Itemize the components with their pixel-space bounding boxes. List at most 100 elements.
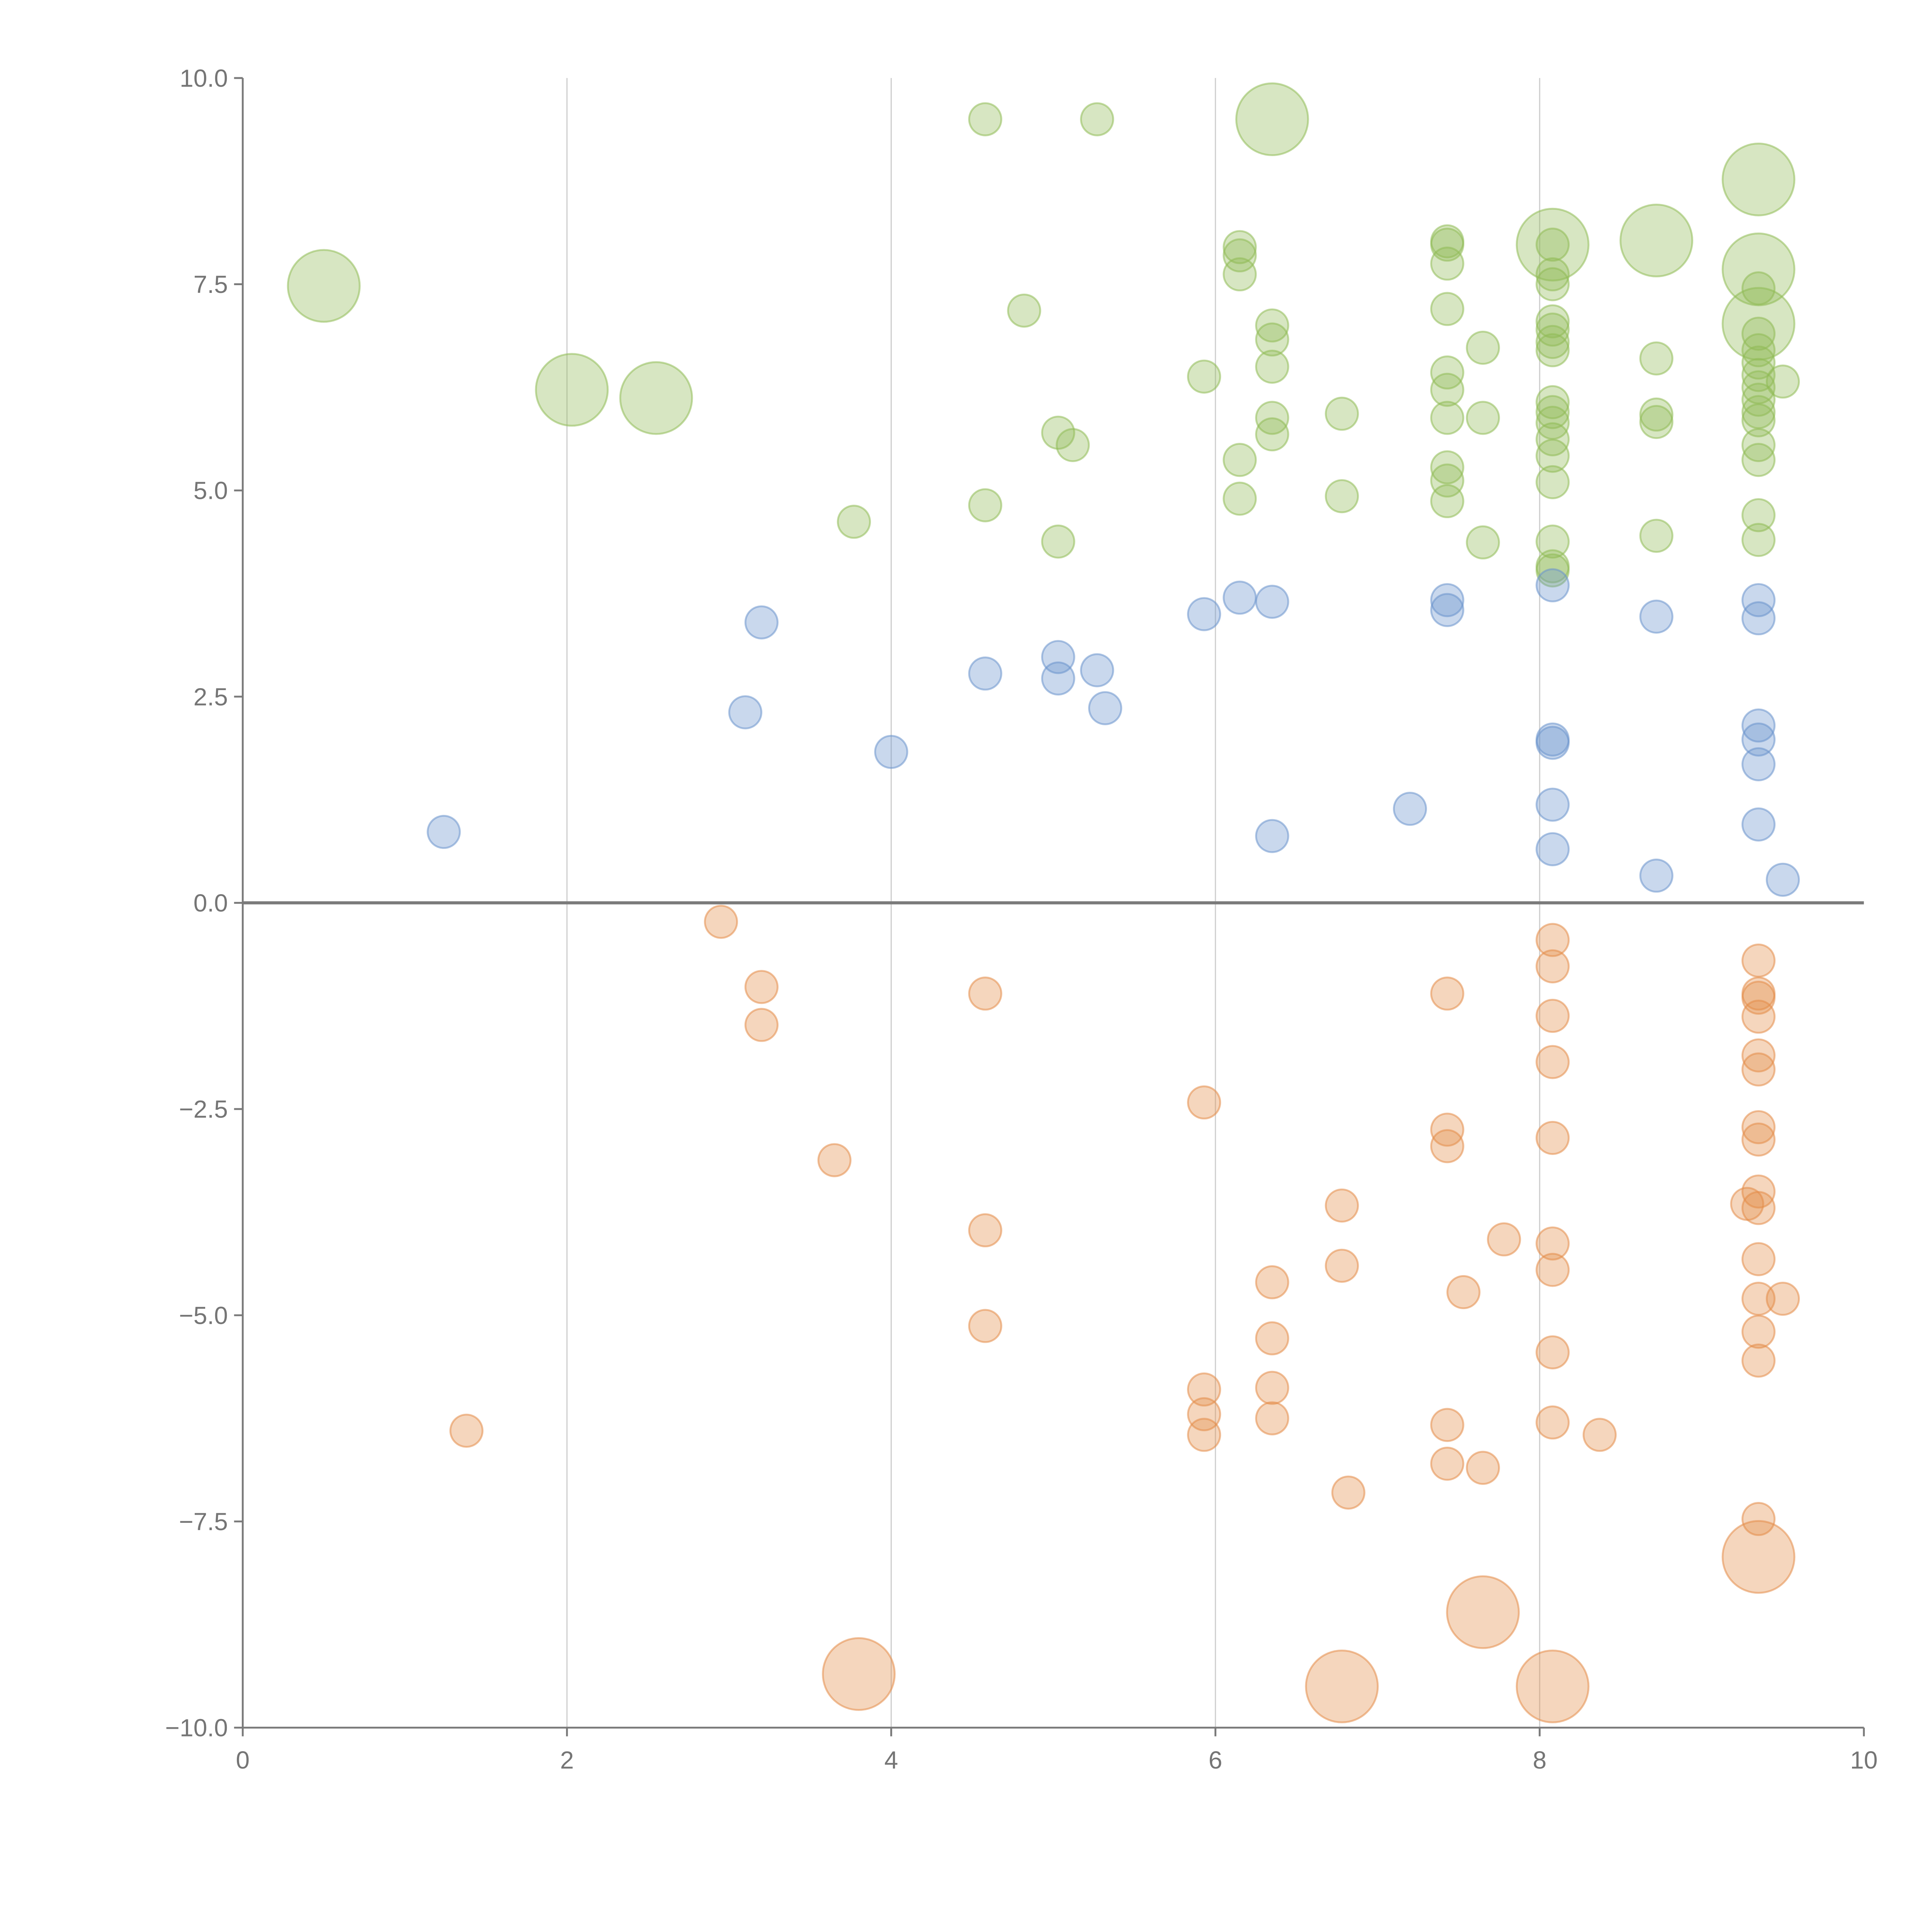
x-tick-label: 4 <box>884 1746 898 1774</box>
blue-point <box>1741 722 1776 757</box>
green-point <box>1466 401 1500 435</box>
green-point <box>1056 428 1090 462</box>
green-point <box>968 488 1002 522</box>
x-tick-label: 2 <box>560 1746 574 1774</box>
orange-point <box>1325 1188 1359 1223</box>
orange-point <box>1187 1397 1221 1432</box>
blue-point <box>427 815 461 849</box>
orange-point <box>1331 1475 1366 1510</box>
orange-point <box>1536 1335 1570 1369</box>
blue-point <box>1536 832 1570 866</box>
blue-point <box>1536 726 1570 760</box>
orange-point <box>1536 1226 1570 1261</box>
green-large-point <box>1619 204 1694 277</box>
orange-point <box>449 1413 484 1448</box>
orange-point <box>704 905 738 939</box>
y-tick-label: 0.0 <box>194 889 228 917</box>
x-tick-label: 10 <box>1850 1746 1878 1774</box>
green-point <box>1741 345 1776 380</box>
orange-point <box>1741 1191 1776 1225</box>
blue-point <box>1187 597 1221 631</box>
green-large-point <box>287 249 361 323</box>
blue-point <box>1223 580 1257 615</box>
green-point <box>1430 228 1464 262</box>
green-point <box>1187 359 1221 394</box>
green-large-point <box>1721 232 1796 306</box>
blue-point <box>1393 792 1427 826</box>
orange-point <box>1536 998 1570 1033</box>
y-tick-label: 10.0 <box>180 64 228 92</box>
green-point <box>1765 364 1800 399</box>
blue-point <box>728 695 762 730</box>
green-point <box>1741 403 1776 437</box>
orange-point <box>1430 1129 1464 1163</box>
orange-point <box>1741 1344 1776 1378</box>
orange-large-point <box>1515 1650 1590 1723</box>
green-point <box>1639 405 1673 439</box>
green-point <box>1536 304 1570 338</box>
orange-point <box>1741 1242 1776 1276</box>
orange-point <box>744 970 779 1004</box>
x-tick-label: 8 <box>1533 1746 1547 1774</box>
green-point <box>1466 330 1500 365</box>
blue-point <box>1430 583 1464 617</box>
orange-point <box>1741 1052 1776 1087</box>
orange-point <box>1446 1275 1481 1310</box>
green-point <box>1325 396 1359 431</box>
orange-point <box>1536 1253 1570 1287</box>
green-point <box>1255 349 1289 384</box>
green-point <box>1223 481 1257 516</box>
green-large-point <box>1235 82 1309 156</box>
orange-point <box>1741 1315 1776 1349</box>
green-point <box>1325 479 1359 514</box>
orange-point <box>1741 1502 1776 1536</box>
orange-point <box>1582 1418 1617 1452</box>
orange-point <box>1765 1282 1800 1316</box>
green-point <box>1255 322 1289 357</box>
blue-point <box>1741 708 1776 743</box>
green-point <box>1536 385 1570 419</box>
blue-point <box>968 656 1002 691</box>
orange-point <box>968 976 1002 1011</box>
blue-point <box>1536 568 1570 602</box>
x-tick-label: 6 <box>1209 1746 1223 1774</box>
green-point <box>1223 443 1257 477</box>
green-point <box>1430 401 1464 435</box>
green-point <box>1741 383 1776 417</box>
green-point <box>837 505 871 539</box>
green-point <box>1255 417 1289 452</box>
green-large-point <box>1515 207 1590 282</box>
green-point <box>1041 524 1075 559</box>
blue-point <box>1536 787 1570 822</box>
green-point <box>1223 257 1257 292</box>
x-tick-label: 0 <box>236 1746 250 1774</box>
blue-point <box>1639 599 1673 634</box>
green-point <box>1741 523 1776 557</box>
blue-point <box>1741 807 1776 842</box>
orange-point <box>1741 1000 1776 1034</box>
blue-point <box>1255 585 1289 619</box>
green-point <box>1223 238 1257 272</box>
green-point <box>1466 525 1500 560</box>
orange-point <box>1255 1321 1289 1355</box>
green-point <box>1536 228 1570 262</box>
green-point <box>1639 341 1673 376</box>
orange-point <box>1430 1408 1464 1442</box>
orange-point <box>1536 1405 1570 1440</box>
blue-point <box>1088 691 1122 725</box>
orange-point <box>1430 976 1464 1011</box>
green-point <box>968 102 1002 136</box>
blue-point <box>874 735 908 769</box>
green-point <box>1536 439 1570 473</box>
orange-point <box>1536 1121 1570 1155</box>
orange-point <box>1255 1265 1289 1299</box>
orange-large-point <box>1721 1520 1796 1594</box>
axes: 0 2 4 6 8 10 10.0 7.5 5.0 2.5 0.0 −2.5 −5.0 −7.5 −10.0 <box>165 64 1878 1774</box>
green-point <box>1536 465 1570 499</box>
orange-point <box>817 1143 852 1177</box>
orange-point <box>1536 949 1570 983</box>
green-point <box>1536 257 1570 292</box>
green-point <box>1255 308 1289 343</box>
blue-point <box>1080 653 1114 687</box>
